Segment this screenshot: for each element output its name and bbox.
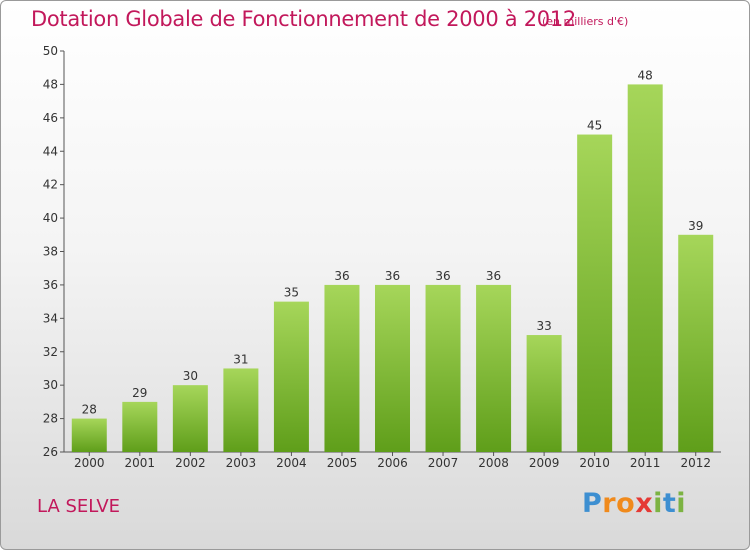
- x-tick-label: 2002: [175, 456, 206, 470]
- bar-2010: [577, 134, 613, 452]
- bar-2012: [678, 234, 714, 452]
- y-tick-label: 32: [43, 345, 58, 359]
- y-tick-label: 26: [43, 445, 58, 459]
- x-tick-label: 2001: [125, 456, 156, 470]
- logo-letter: r: [602, 488, 617, 519]
- data-label: 31: [233, 352, 248, 366]
- bars: [71, 84, 714, 453]
- x-tick-label: 2009: [529, 456, 560, 470]
- x-tick-label: 2010: [579, 456, 610, 470]
- data-labels: 28 29 30 31 35 36 36 36 36 33 45 48 39: [82, 68, 704, 416]
- x-tick-label: 2007: [428, 456, 459, 470]
- data-label: 30: [183, 369, 198, 383]
- data-label: 28: [82, 403, 97, 417]
- bar-2002: [172, 385, 208, 452]
- data-label: 36: [385, 269, 400, 283]
- data-label: 35: [284, 286, 299, 300]
- logo-letter: t: [662, 488, 677, 519]
- logo-letter: x: [635, 488, 654, 519]
- data-label: 36: [334, 269, 349, 283]
- bar-2001: [122, 401, 158, 452]
- y-tick-label: 36: [43, 278, 58, 292]
- y-tick-label: 34: [43, 311, 58, 325]
- logo-letter: i: [676, 488, 687, 519]
- x-tick-label: 2000: [74, 456, 105, 470]
- data-label: 45: [587, 119, 602, 133]
- proxiti-logo: Proxiti: [582, 488, 686, 519]
- bar-2000: [71, 418, 107, 452]
- bar-2009: [526, 335, 562, 452]
- data-label: 36: [435, 269, 450, 283]
- bar-2005: [324, 284, 360, 452]
- place-name: LA SELVE: [37, 496, 121, 517]
- data-label: 36: [486, 269, 501, 283]
- data-label: 33: [536, 319, 551, 333]
- y-tick-label: 44: [43, 144, 58, 158]
- bar-2006: [375, 284, 410, 452]
- x-tick-label: 2011: [630, 456, 661, 470]
- logo-letter: P: [582, 488, 603, 519]
- y-tick-label: 46: [43, 111, 58, 125]
- y-tick-label: 42: [43, 178, 58, 192]
- x-tick-label: 2003: [226, 456, 257, 470]
- y-tick-label: 40: [43, 211, 58, 225]
- axes: 26 28 30 32 34 36 38 40 42 44 46 48 50 2000 2001 2002 20…: [43, 44, 721, 470]
- y-tick-label: 48: [43, 77, 58, 91]
- bar-2004: [273, 301, 309, 452]
- x-tick-label: 2004: [276, 456, 307, 470]
- unit-note: (en milliers d'€): [542, 15, 629, 28]
- data-label: 29: [132, 386, 147, 400]
- chart-title: Dotation Globale de Fonctionnement de 20…: [31, 7, 576, 31]
- x-tick-label: 2008: [478, 456, 509, 470]
- y-tick-label: 28: [43, 412, 58, 426]
- x-tick-label: 2005: [327, 456, 358, 470]
- y-tick-label: 38: [43, 245, 58, 259]
- bar-2011: [627, 84, 663, 453]
- y-tick-label: 30: [43, 378, 58, 392]
- bar-2007: [425, 284, 461, 452]
- data-label: 39: [688, 219, 703, 233]
- y-tick-label: 50: [43, 44, 58, 58]
- bar-2003: [223, 368, 259, 452]
- x-tick-label: 2006: [377, 456, 408, 470]
- logo-letter: o: [616, 488, 636, 519]
- bar-2008: [476, 284, 512, 452]
- data-label: 48: [638, 68, 653, 82]
- logo-letter: i: [653, 488, 663, 519]
- x-tick-label: 2012: [680, 456, 711, 470]
